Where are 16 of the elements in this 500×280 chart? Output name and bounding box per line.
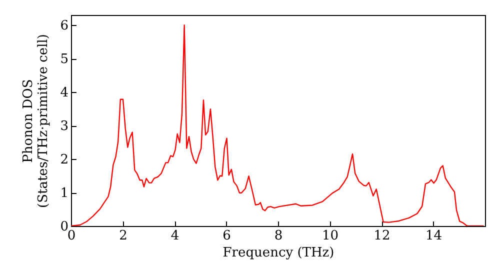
x-tick-label: 10 [322, 228, 339, 244]
x-tick-label: 8 [274, 228, 283, 244]
y-tick-label: 6 [60, 18, 68, 34]
x-tick-label: 2 [119, 228, 128, 244]
y-tick-label: 4 [60, 86, 68, 101]
y-axis-title: Phonon DOS (States/THz·primitive cell) [21, 34, 52, 208]
x-tick-label: 14 [425, 228, 442, 244]
x-tick-label: 6 [222, 228, 231, 244]
y-tick-label: 2 [60, 152, 68, 168]
x-tick-label: 4 [170, 228, 180, 244]
line-series [71, 24, 484, 226]
y-tick-label: 3 [60, 119, 68, 134]
x-tick-label: 12 [374, 228, 390, 244]
x-axis-title: Frequency (THz) [222, 246, 334, 260]
y-tick-label: 1 [60, 186, 68, 202]
y-tick-label: 5 [60, 52, 68, 68]
